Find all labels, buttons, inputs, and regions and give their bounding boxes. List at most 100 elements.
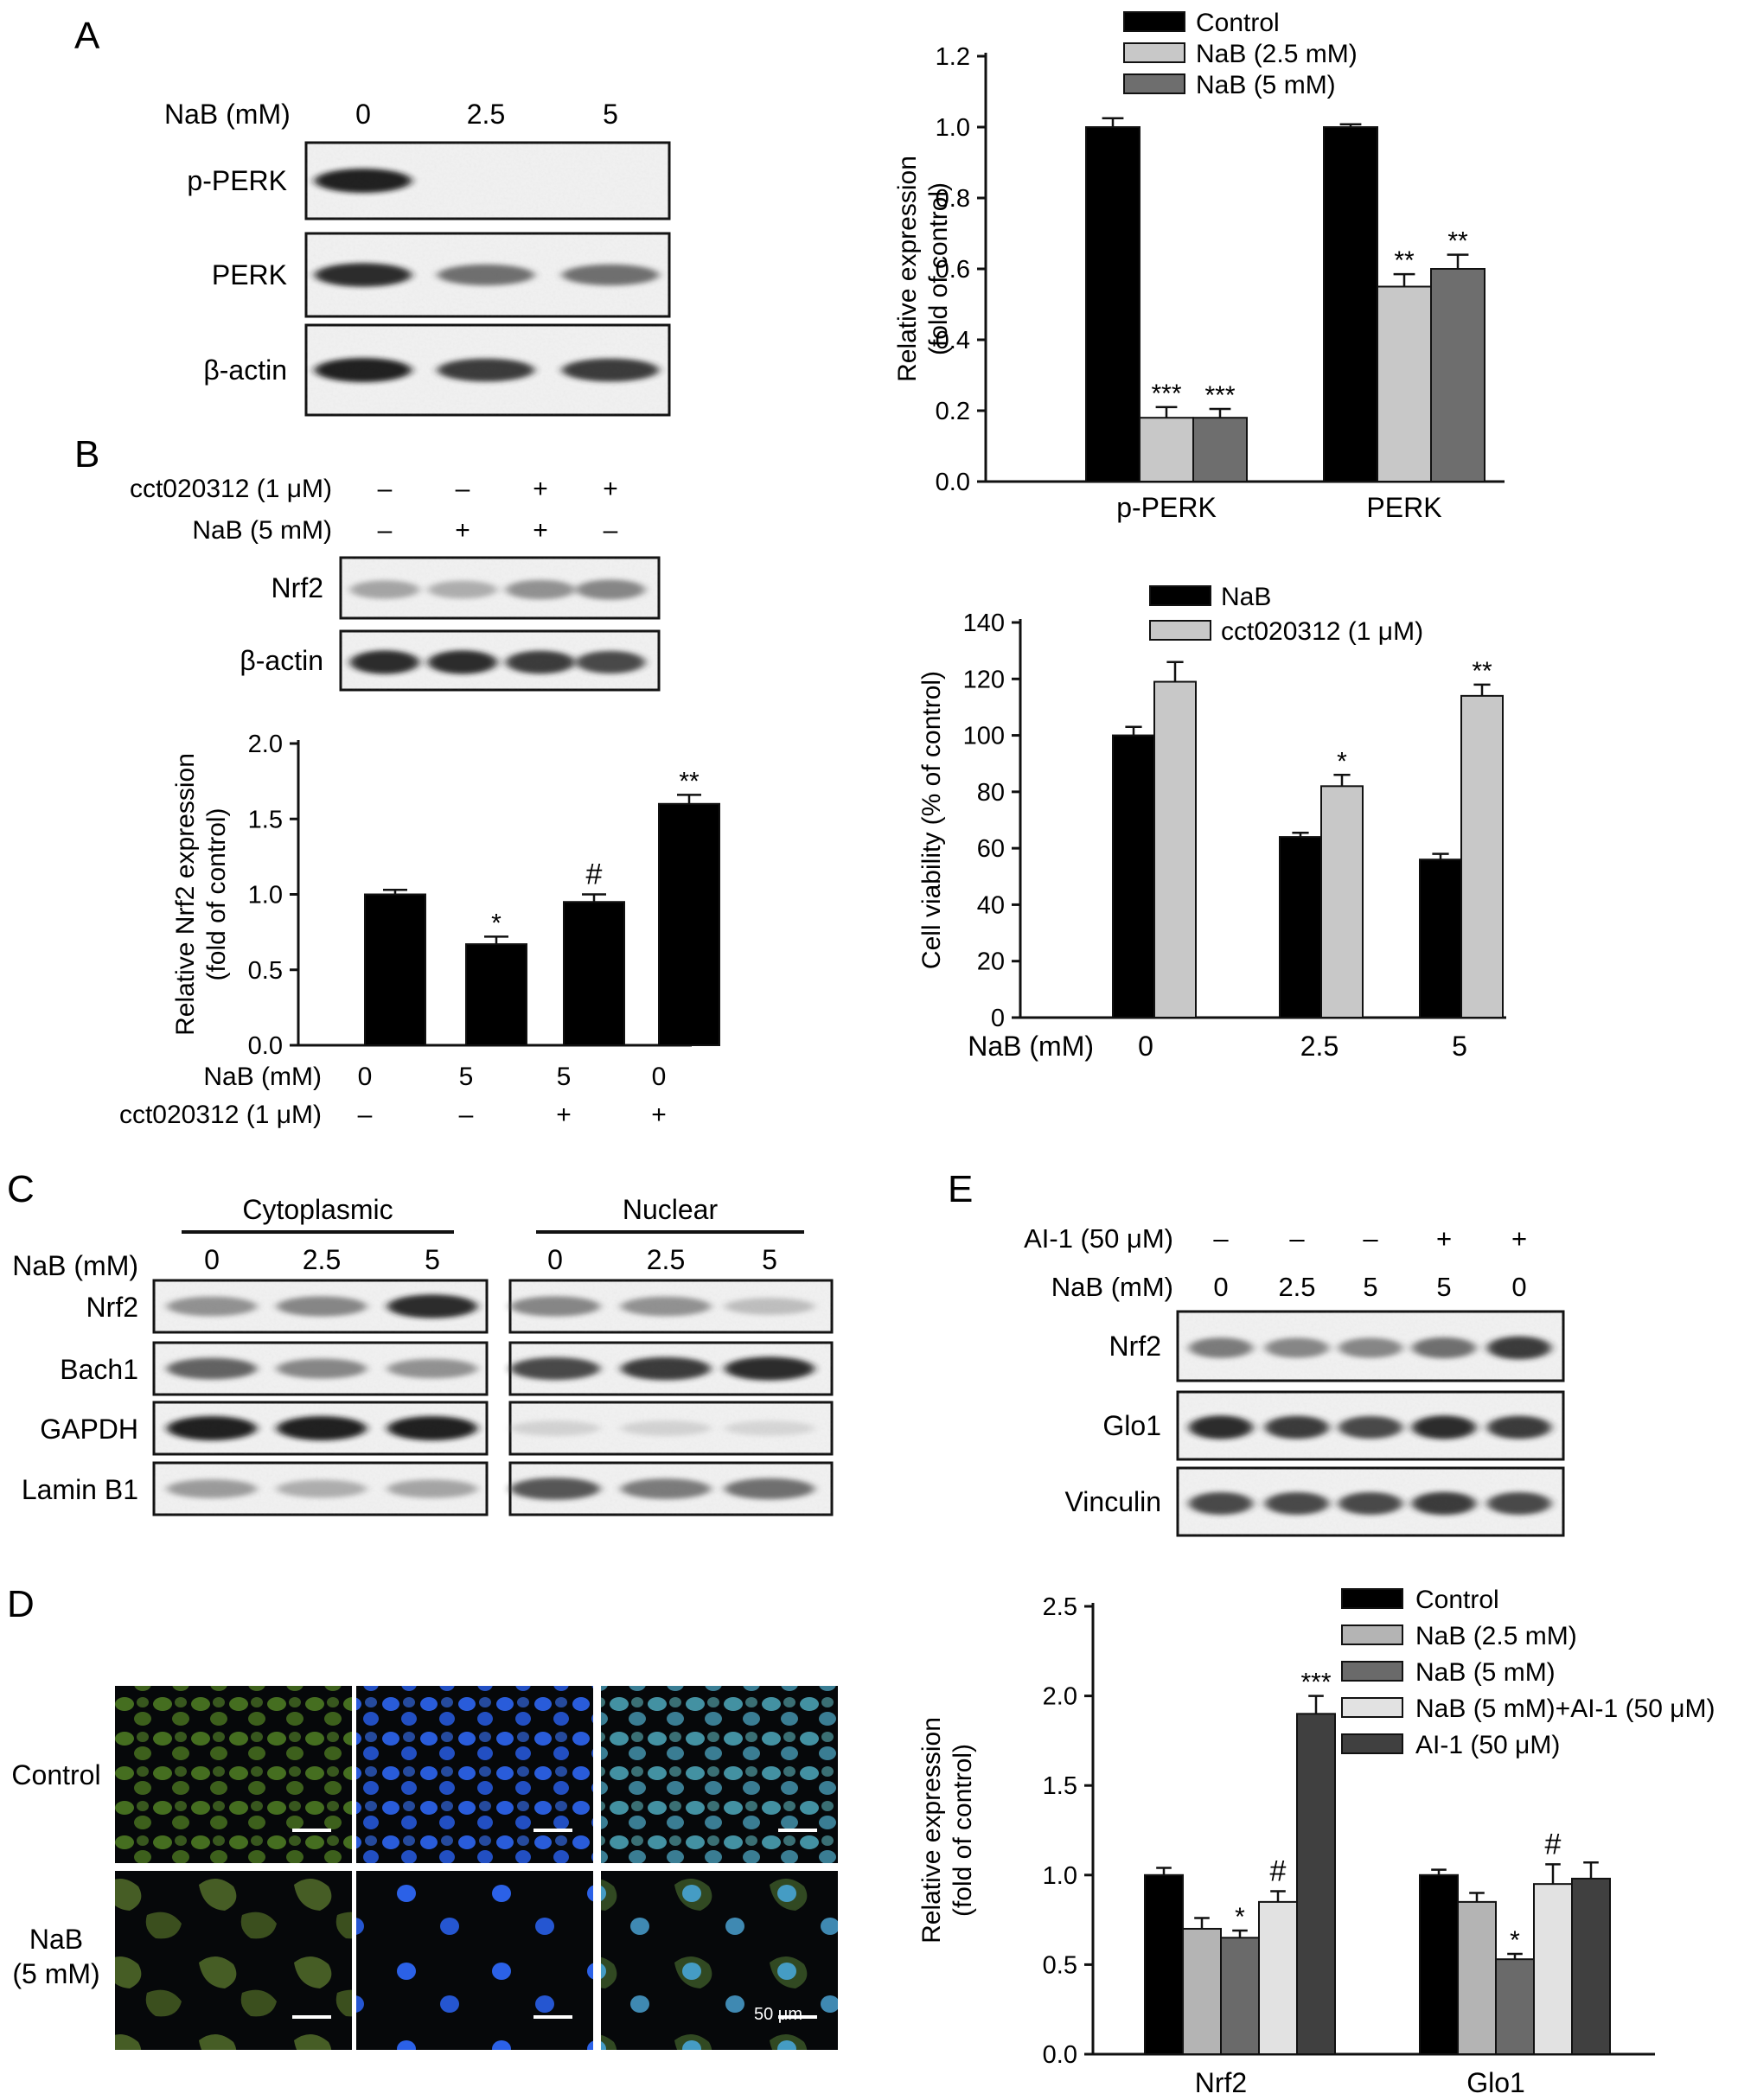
lane-label: 2.5 xyxy=(303,1244,341,1275)
y-axis-label: Relative expression xyxy=(893,156,922,382)
y-tick-label: 0.5 xyxy=(248,957,283,985)
y-tick-label: 1.5 xyxy=(1043,1772,1077,1800)
y-axis-label: (fold of control) xyxy=(202,807,231,980)
band xyxy=(277,1416,367,1440)
legend-label-0: Control xyxy=(1196,9,1280,37)
band xyxy=(725,1478,815,1500)
band xyxy=(510,1478,600,1500)
band xyxy=(506,579,575,600)
band xyxy=(277,1296,367,1317)
y-tick-label: 60 xyxy=(977,835,1005,863)
bar-0-2 xyxy=(563,901,625,1046)
band xyxy=(621,1478,711,1499)
panel-b-letter: B xyxy=(74,433,99,476)
band xyxy=(387,1294,477,1318)
band xyxy=(387,1358,477,1379)
legend-swatch-4 xyxy=(1341,1733,1403,1754)
group-label: Cytoplasmic xyxy=(242,1194,393,1225)
significance-mark: *** xyxy=(1300,1669,1331,1697)
band xyxy=(576,650,645,674)
band xyxy=(428,650,497,674)
y-tick-label: 1.5 xyxy=(248,806,283,833)
y-tick-label: 140 xyxy=(963,610,1005,637)
condition-label: AI-1 (50 μM) xyxy=(1024,1223,1173,1254)
bar-3-1 xyxy=(1533,1883,1573,2055)
x-category-label: 5 xyxy=(1452,1031,1467,1062)
band xyxy=(1189,1337,1253,1358)
band xyxy=(725,1420,815,1436)
lane-label: 0 xyxy=(204,1244,220,1275)
x-row-value: – xyxy=(459,1101,474,1129)
x-row-value: + xyxy=(556,1101,572,1129)
micrograph-cells xyxy=(356,1686,593,1863)
bar-1-2 xyxy=(1460,694,1504,1018)
legend-label-1: NaB (2.5 mM) xyxy=(1196,40,1358,68)
significance-mark: ** xyxy=(1472,657,1492,686)
panel-a-treatment-label: NaB (mM) xyxy=(164,99,291,130)
y-tick-label: 2.5 xyxy=(1043,1593,1077,1621)
bar-2-1 xyxy=(1430,268,1485,482)
y-tick-label: 0.0 xyxy=(936,469,970,496)
condition-value: 5 xyxy=(1363,1272,1377,1302)
band xyxy=(315,358,412,382)
micrograph-cells xyxy=(115,1686,352,1863)
bar-2-1 xyxy=(1495,1958,1535,2056)
x-axis-label: NaB (mM) xyxy=(968,1031,1094,1062)
y-tick-label: 80 xyxy=(977,779,1005,807)
condition-label: NaB (5 mM) xyxy=(192,516,332,545)
band xyxy=(277,1479,367,1498)
significance-mark: ** xyxy=(679,767,700,795)
lane-label: 5 xyxy=(762,1244,777,1275)
y-axis-label: (fold of control) xyxy=(924,182,953,355)
significance-mark: # xyxy=(1545,1828,1562,1861)
blot-row-label: β-actin xyxy=(240,645,323,676)
y-tick-label: 100 xyxy=(963,723,1005,750)
row-label: (5 mM) xyxy=(12,1958,99,1989)
band xyxy=(1487,1491,1551,1516)
bar-0-0 xyxy=(1144,1873,1184,2056)
y-tick-label: 40 xyxy=(977,891,1005,919)
panel-a-blot: p-PERK PERK β-actin xyxy=(187,141,671,417)
legend-swatch-2 xyxy=(1341,1661,1403,1682)
panel-a-letter: A xyxy=(74,15,100,57)
bar-0-1 xyxy=(465,943,527,1046)
band xyxy=(387,1479,477,1498)
x-category-label: 0 xyxy=(1138,1031,1153,1062)
y-tick-label: 1.0 xyxy=(936,114,970,142)
condition-label: NaB (mM) xyxy=(1051,1272,1173,1302)
legend-swatch-1 xyxy=(1123,42,1185,63)
blot-row-label: Glo1 xyxy=(1102,1410,1161,1441)
legend-swatch-1 xyxy=(1149,620,1211,641)
bar-0-1 xyxy=(1419,1873,1459,2056)
band xyxy=(315,263,412,287)
viability-bar-chart: 0 20 40 60 80 100 120 140 Cell viability (% of c… xyxy=(917,583,1506,1062)
band xyxy=(510,1420,600,1436)
y-axis-label: Relative Nrf2 expression xyxy=(171,753,200,1036)
lane-label: 0 xyxy=(547,1244,563,1275)
bar-4-0 xyxy=(1296,1713,1336,2055)
x-row-value: – xyxy=(358,1101,373,1129)
panel-e: E AI-1 (50 μM) – – – + + NaB (mM) 0 2.5 5 5 0 Nrf2 Gl… xyxy=(917,1168,1715,2098)
band xyxy=(1339,1415,1402,1439)
condition-value: – xyxy=(378,516,393,545)
row-label: Control xyxy=(11,1759,100,1790)
significance-mark: * xyxy=(491,909,502,937)
bar-0-3 xyxy=(658,802,720,1046)
band xyxy=(350,650,419,674)
bar-0-0 xyxy=(1112,734,1155,1018)
band xyxy=(510,1356,600,1381)
y-tick-label: 20 xyxy=(977,948,1005,976)
band xyxy=(277,1358,367,1379)
band xyxy=(438,264,534,286)
x-category-label: PERK xyxy=(1366,492,1441,523)
band xyxy=(576,579,645,600)
legend-label-4: AI-1 (50 μM) xyxy=(1415,1731,1560,1759)
band xyxy=(506,650,575,674)
x-row-value: 0 xyxy=(358,1063,373,1091)
y-tick-label: 2.0 xyxy=(248,731,283,758)
condition-value: 0 xyxy=(1213,1272,1228,1302)
significance-mark: *** xyxy=(1151,380,1181,408)
micrograph-cells xyxy=(115,1871,352,2050)
band xyxy=(1339,1337,1402,1358)
legend-label-1: cct020312 (1 μM) xyxy=(1221,617,1423,646)
